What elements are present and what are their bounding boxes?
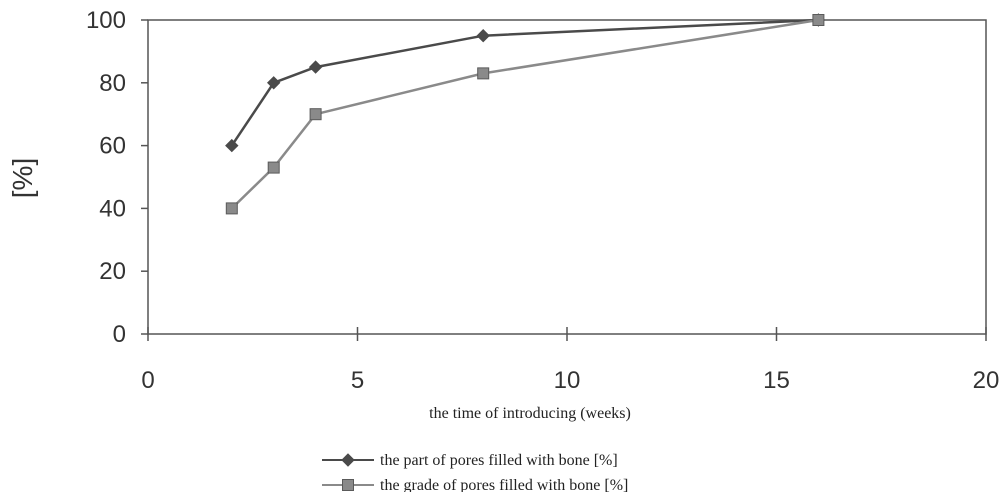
x-tick-label: 5 xyxy=(351,367,364,394)
series-1 xyxy=(225,13,826,153)
data-point xyxy=(477,67,490,80)
y-axis-label: [%] xyxy=(7,158,38,198)
data-point xyxy=(309,108,322,121)
legend-item: the part of pores filled with bone [%] xyxy=(322,452,618,469)
y-tick-label: 40 xyxy=(99,195,126,222)
series-2 xyxy=(225,14,825,215)
legend-item: the grade of pores filled with bone [%] xyxy=(322,477,628,492)
x-tick-label: 15 xyxy=(763,367,790,394)
data-point xyxy=(476,28,490,43)
data-point xyxy=(266,76,281,90)
legend-label: the part of pores filled with bone [%] xyxy=(380,452,618,469)
y-tick-label: 80 xyxy=(99,70,126,97)
series-group xyxy=(225,13,826,215)
x-axis-label: the time of introducing (weeks) xyxy=(429,405,631,422)
legend-label: the grade of pores filled with bone [%] xyxy=(380,477,628,492)
data-point xyxy=(225,202,238,215)
y-tick-label: 100 xyxy=(86,7,126,34)
data-point xyxy=(267,161,280,174)
axes xyxy=(147,19,987,335)
y-tick-label: 0 xyxy=(113,321,126,348)
plot-frame xyxy=(147,19,987,335)
legend-marker xyxy=(342,479,354,491)
x-axis-ticks: 0 5 10 15 20 xyxy=(141,327,999,394)
y-axis-ticks: 0 20 40 60 80 100 xyxy=(86,7,148,348)
y-tick-label: 60 xyxy=(99,133,126,160)
data-point xyxy=(308,60,323,74)
data-point xyxy=(812,14,825,26)
series-line xyxy=(230,18,819,147)
x-tick-label: 20 xyxy=(973,367,1000,394)
x-tick-label: 10 xyxy=(554,367,581,394)
data-point xyxy=(225,138,239,153)
x-tick-label: 0 xyxy=(141,367,154,394)
legend-marker xyxy=(341,453,355,467)
y-tick-label: 20 xyxy=(99,258,126,285)
legend: the part of pores filled with bone [%] th… xyxy=(322,452,628,492)
